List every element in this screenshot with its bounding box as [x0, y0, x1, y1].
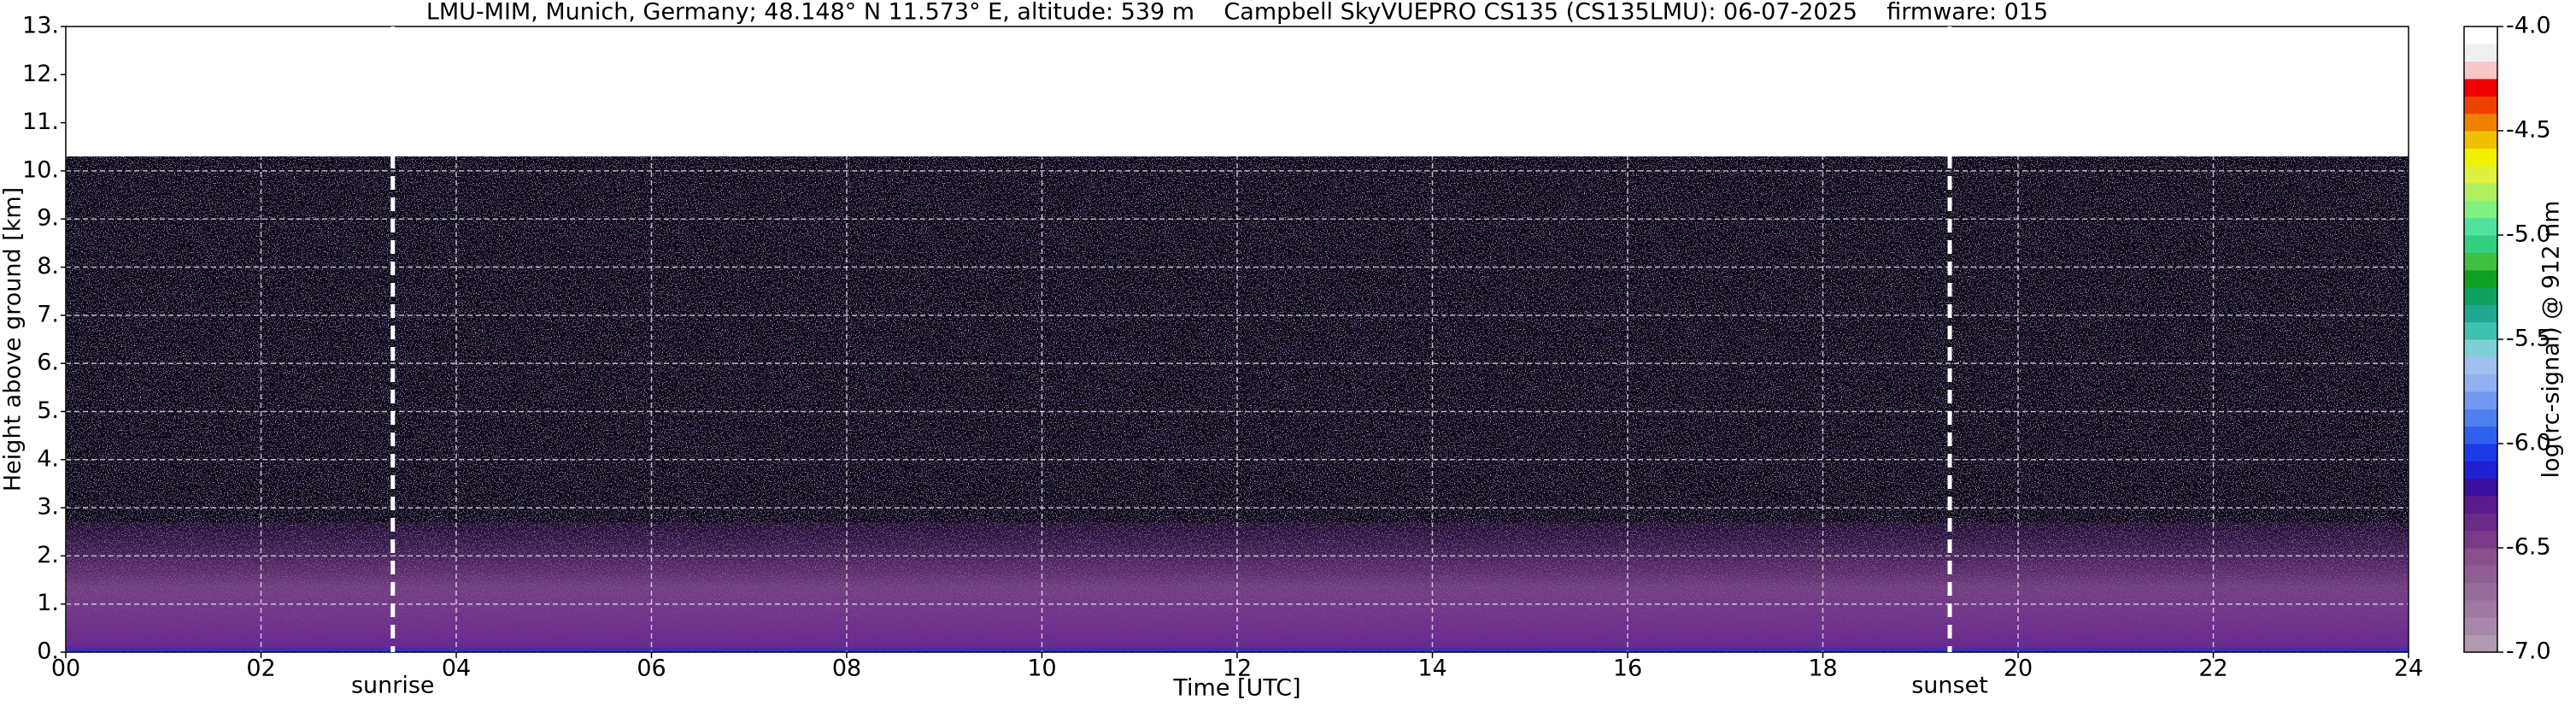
colorbar-tick-label: -4.0 — [2506, 13, 2551, 39]
colorbar-swatch — [2464, 461, 2497, 479]
x-tick-label: 22 — [2198, 656, 2227, 682]
colorbar-swatch — [2464, 321, 2497, 340]
y-tick-label: 2. — [37, 542, 59, 568]
colorbar-swatch — [2464, 600, 2497, 618]
colorbar-swatch — [2464, 356, 2497, 375]
colorbar-swatch — [2464, 44, 2497, 62]
colorbar-swatch — [2464, 374, 2497, 392]
y-tick-label: 7. — [37, 301, 59, 327]
colorbar-swatch — [2464, 79, 2497, 97]
x-tick-label: 12 — [1223, 656, 1252, 682]
colorbar-tick-label: -5.0 — [2506, 221, 2551, 248]
colorbar-tick-label: -6.5 — [2506, 534, 2551, 561]
x-tick-label: 18 — [1808, 656, 1837, 682]
colorbar-tick-label: -6.0 — [2506, 430, 2551, 456]
colorbar-tick-label: -5.5 — [2506, 326, 2551, 352]
colorbar-swatch — [2464, 304, 2497, 323]
colorbar-swatch — [2464, 548, 2497, 566]
y-tick-label: 3. — [37, 494, 59, 521]
colorbar-swatch — [2464, 513, 2497, 532]
y-tick-label: 1. — [37, 590, 59, 616]
x-tick-label: 04 — [442, 656, 471, 682]
y-tick-label: 13. — [22, 13, 59, 39]
colorbar-tick-label: -4.5 — [2506, 117, 2551, 144]
x-tick-label: 02 — [246, 656, 275, 682]
colorbar-swatch — [2464, 252, 2497, 271]
colorbar-swatch — [2464, 26, 2497, 44]
x-tick-label: 10 — [1027, 656, 1056, 682]
colorbar-swatch — [2464, 339, 2497, 357]
x-tick-label: 16 — [1613, 656, 1642, 682]
colorbar-swatch — [2464, 183, 2497, 201]
colorbar-swatch — [2464, 565, 2497, 584]
colorbar-swatch — [2464, 148, 2497, 167]
colorbar-swatch — [2464, 287, 2497, 305]
y-tick-label: 6. — [37, 350, 59, 376]
y-tick-label: 8. — [37, 253, 59, 279]
x-tick-label: 00 — [51, 656, 80, 682]
colorbar-swatch — [2464, 496, 2497, 514]
colorbar-swatch — [2464, 61, 2497, 79]
y-tick-label: 5. — [37, 397, 59, 424]
colorbar-swatch — [2464, 409, 2497, 427]
colorbar-swatch — [2464, 617, 2497, 636]
chart-title: LMU-MIM, Munich, Germany; 48.148° N 11.5… — [426, 0, 2048, 26]
y-tick-label: 9. — [37, 205, 59, 232]
y-tick-label: 11. — [22, 109, 59, 135]
colorbar-swatch — [2464, 530, 2497, 549]
colorbar-swatch — [2464, 200, 2497, 219]
colorbar-swatch — [2464, 131, 2497, 149]
colorbar-swatch — [2464, 634, 2497, 653]
colorbar-swatch — [2464, 391, 2497, 409]
colorbar-swatch — [2464, 165, 2497, 184]
x-tick-label: 08 — [832, 656, 861, 682]
colorbar-swatch — [2464, 269, 2497, 288]
x-tick-label: 14 — [1417, 656, 1446, 682]
colorbar-swatch — [2464, 478, 2497, 497]
y-tick-label: 12. — [22, 61, 59, 87]
x-tick-label: 20 — [2004, 656, 2033, 682]
annotation-label: sunrise — [351, 673, 435, 699]
colorbar-label: log(rc-signal) @ 912 nm — [2538, 201, 2565, 479]
colorbar-swatch — [2464, 426, 2497, 444]
colorbar-swatch — [2464, 444, 2497, 462]
annotation-label: sunset — [1911, 673, 1988, 699]
colorbar-swatch — [2464, 113, 2497, 132]
x-tick-label: 06 — [637, 656, 666, 682]
colorbar-swatch — [2464, 217, 2497, 236]
x-tick-label: 24 — [2394, 656, 2423, 682]
y-axis-label: Height above ground [km] — [0, 187, 26, 491]
colorbar-swatch — [2464, 582, 2497, 601]
y-tick-label: 4. — [37, 445, 59, 472]
colorbar-tick-label: -7.0 — [2506, 638, 2551, 665]
y-tick-label: 0. — [37, 638, 59, 665]
x-axis-label: Time [UTC] — [1172, 675, 1300, 702]
colorbar-swatch — [2464, 96, 2497, 115]
colorbar-swatch — [2464, 235, 2497, 253]
y-tick-label: 10. — [22, 156, 59, 183]
